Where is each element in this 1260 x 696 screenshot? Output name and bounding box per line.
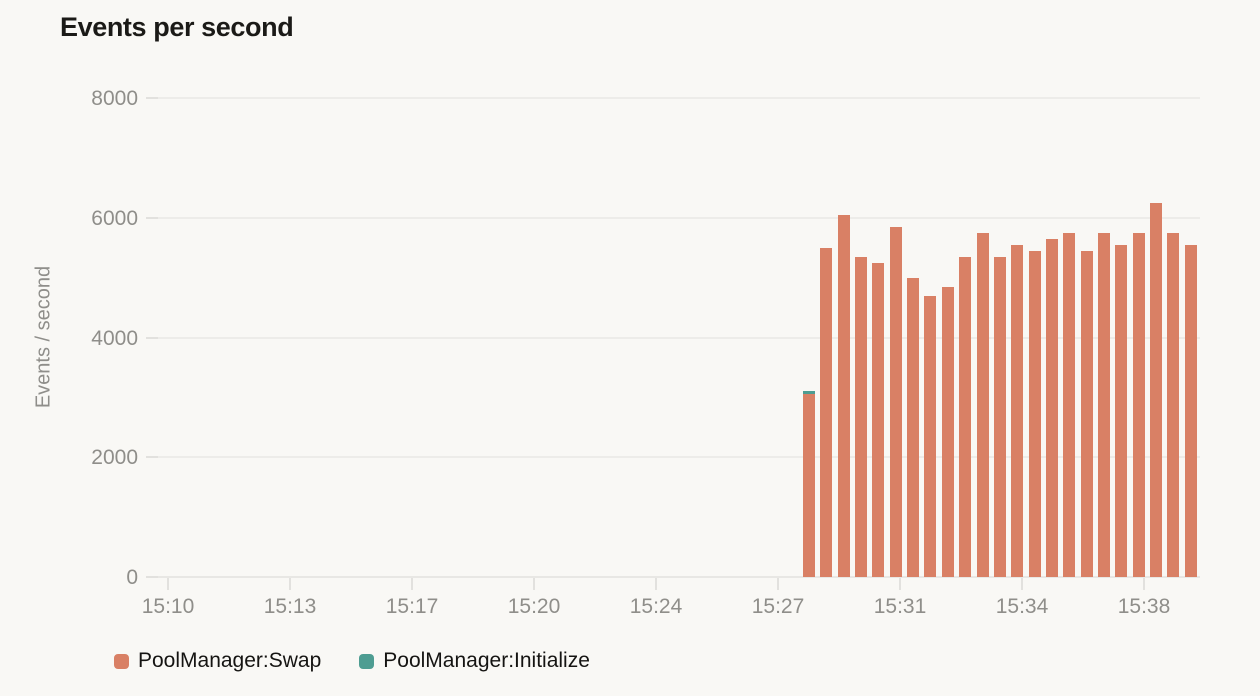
bar-15:30:00-swap[interactable] — [872, 263, 884, 577]
legend-label-initialize: PoolManager:Initialize — [383, 649, 590, 672]
x-tick-mark-15:34 — [1021, 578, 1023, 590]
gridline-6000 — [150, 216, 1200, 219]
bar-15:28:00-initialize[interactable] — [803, 391, 815, 394]
bar-15:37:00-swap[interactable] — [1115, 245, 1127, 577]
bar-15:33:30-swap[interactable] — [994, 257, 1006, 577]
bar-15:37:30-swap[interactable] — [1133, 233, 1145, 577]
y-tick-mark-2000 — [146, 456, 158, 459]
y-tick-mark-6000 — [146, 216, 158, 219]
bar-15:35:30-swap[interactable] — [1063, 233, 1075, 577]
x-tick-mark-15:10 — [167, 578, 169, 590]
bar-15:36:00-swap[interactable] — [1081, 251, 1093, 577]
x-tick-mark-15:13 — [289, 578, 291, 590]
bar-15:31:00-swap[interactable] — [907, 278, 919, 577]
x-tick-label-15:10: 15:10 — [141, 595, 195, 618]
bar-15:32:00-swap[interactable] — [942, 287, 954, 577]
bar-15:31:30-swap[interactable] — [924, 296, 936, 577]
x-tick-label-15:38: 15:38 — [1117, 595, 1171, 618]
x-tick-label-15:27: 15:27 — [751, 595, 805, 618]
bar-15:33:00-swap[interactable] — [977, 233, 989, 577]
x-tick-label-15:13: 15:13 — [263, 595, 317, 618]
x-tick-mark-15:24 — [655, 578, 657, 590]
gridline-4000 — [150, 336, 1200, 339]
x-tick-mark-15:20 — [533, 578, 535, 590]
legend-label-swap: PoolManager:Swap — [138, 649, 322, 672]
bar-15:36:30-swap[interactable] — [1098, 233, 1110, 577]
legend-item-swap[interactable]: PoolManager:Swap — [114, 649, 321, 673]
y-tick-mark-0 — [146, 576, 158, 578]
x-tick-label-15:34: 15:34 — [995, 595, 1049, 618]
x-tick-mark-15:38 — [1143, 578, 1145, 590]
x-tick-label-15:24: 15:24 — [629, 595, 683, 618]
chart-title: Events per second — [60, 12, 294, 42]
x-tick-mark-15:17 — [411, 578, 413, 590]
x-tick-label-15:17: 15:17 — [385, 595, 439, 618]
x-tick-mark-15:27 — [777, 578, 779, 590]
bar-15:28:30-swap[interactable] — [820, 248, 832, 577]
bar-15:38:00-swap[interactable] — [1150, 203, 1162, 577]
bar-15:34:00-swap[interactable] — [1011, 245, 1023, 577]
legend-swatch-swap-icon — [114, 653, 129, 669]
legend-swatch-initialize-icon — [359, 653, 375, 669]
bar-15:28:00-swap[interactable] — [803, 394, 815, 577]
x-tick-label-15:31: 15:31 — [873, 595, 927, 618]
y-tick-label-4000: 4000 — [91, 326, 138, 350]
bar-15:34:30-swap[interactable] — [1029, 251, 1041, 577]
gridline-0 — [150, 576, 1200, 578]
y-tick-label-0: 0 — [126, 566, 138, 589]
y-tick-mark-8000 — [146, 97, 158, 99]
legend: PoolManager:Swap PoolManager:Initialize — [114, 649, 590, 673]
bar-15:32:30-swap[interactable] — [959, 257, 971, 577]
y-tick-label-6000: 6000 — [91, 206, 138, 230]
bar-15:29:30-swap[interactable] — [855, 257, 867, 577]
x-tick-label-15:20: 15:20 — [507, 595, 561, 618]
bar-15:35:00-swap[interactable] — [1046, 239, 1058, 577]
x-tick-mark-15:31 — [899, 578, 901, 590]
gridline-2000 — [150, 456, 1200, 459]
gridline-8000 — [150, 97, 1200, 99]
bar-15:30:30-swap[interactable] — [890, 227, 902, 577]
bar-15:29:00-swap[interactable] — [838, 215, 850, 577]
y-tick-label-2000: 2000 — [91, 446, 138, 470]
bar-15:38:30-swap[interactable] — [1167, 233, 1179, 577]
y-tick-mark-4000 — [146, 336, 158, 339]
bar-15:39:00-swap[interactable] — [1185, 245, 1197, 577]
y-tick-label-8000: 8000 — [91, 87, 138, 110]
legend-item-initialize[interactable]: PoolManager:Initialize — [359, 649, 590, 673]
